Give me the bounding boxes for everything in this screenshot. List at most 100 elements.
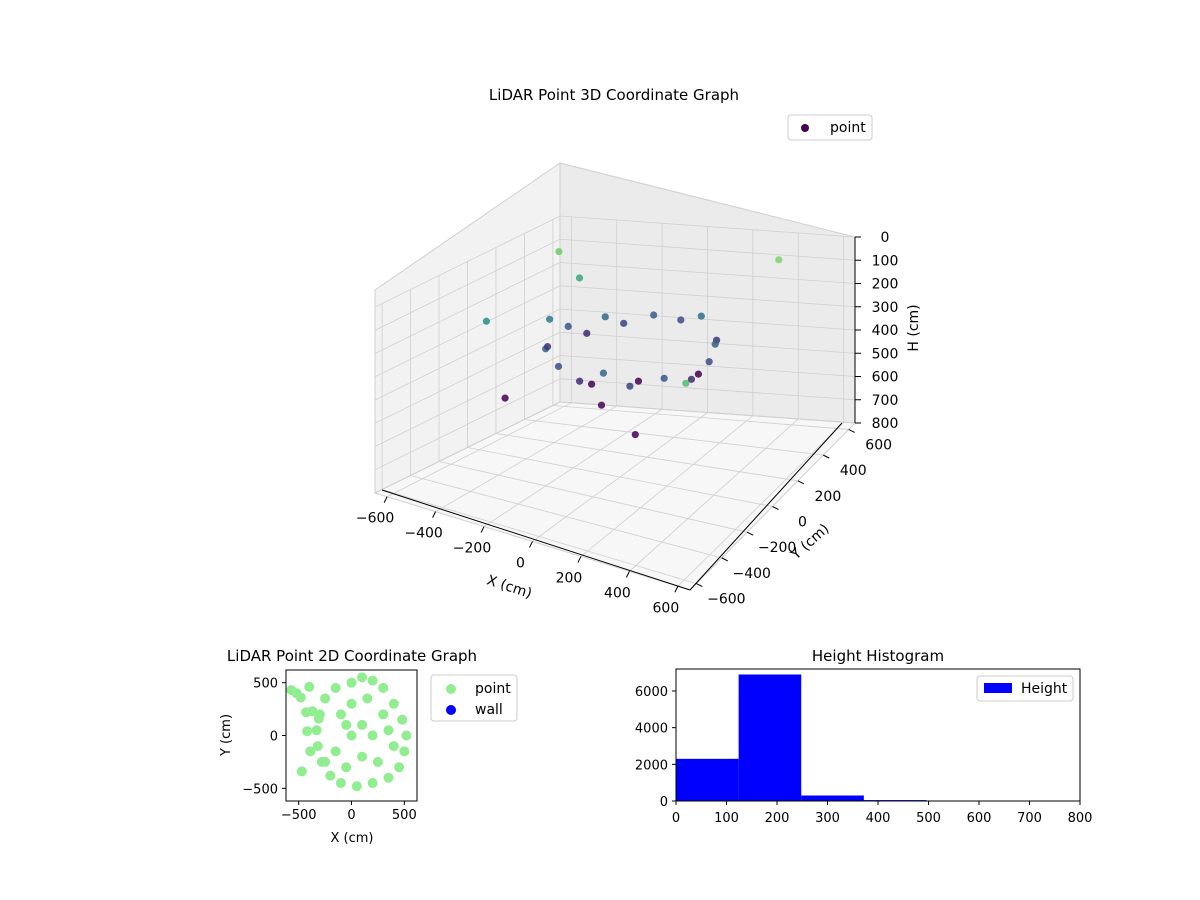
data-point-2d-point	[383, 725, 394, 736]
grid-z	[374, 331, 856, 424]
y-tick-label-2d: 500	[253, 677, 278, 692]
z-tick-label-3d: 800	[872, 416, 899, 432]
z-tick-label-3d: 600	[872, 370, 899, 386]
legend-2d-point-label: point	[475, 681, 511, 697]
x-tick-3d	[577, 556, 582, 563]
ticks-3d: −600−400−2000200400600−600−400−200020040…	[356, 230, 898, 616]
z-tick-label-3d: 0	[881, 230, 890, 246]
histogram-bar	[738, 674, 802, 801]
data-point-3d	[583, 329, 591, 337]
legend-3d-point-label: point	[830, 120, 866, 136]
y-tick-3d	[848, 428, 855, 433]
data-point-3d	[711, 340, 719, 348]
data-point-3d	[620, 319, 628, 327]
grid-z	[374, 238, 856, 331]
data-point-3d	[597, 401, 606, 409]
legend-hist-label: Height	[1021, 681, 1068, 697]
x-tick-label-3d: 200	[556, 570, 583, 586]
legend-2d: point wall	[430, 674, 518, 722]
data-point-3d	[626, 382, 634, 390]
data-point-3d	[631, 431, 639, 439]
data-point-3d	[543, 342, 552, 351]
y-tick-label-3d: 200	[815, 489, 842, 505]
z-axis-label-3d: H (cm)	[906, 304, 922, 351]
grid-y-floor	[410, 475, 722, 559]
data-point-2d-point	[378, 682, 389, 693]
y-tick-label-2d: 0	[270, 730, 278, 745]
grid-z	[374, 308, 856, 401]
x-axis-label-2d: X (cm)	[331, 831, 374, 846]
y-tick-3d	[746, 531, 754, 536]
z-tick-label-3d: 300	[872, 300, 899, 316]
grid-y-floor	[552, 405, 849, 430]
data-point-2d-point	[367, 778, 378, 789]
data-point-2d-point	[313, 713, 324, 724]
data-point-2d-point	[307, 706, 318, 717]
x-tick-3d	[432, 511, 437, 518]
y-tick-label-hist: 0	[660, 795, 668, 810]
grid-z	[374, 378, 856, 471]
data-point-3d	[660, 374, 668, 382]
data-point-2d-point	[330, 746, 341, 757]
data-point-2d-point	[351, 781, 362, 792]
x-tick-label-3d: 600	[653, 600, 680, 616]
x-tick-label-hist: 200	[765, 811, 790, 826]
data-point-2d-point	[357, 719, 368, 730]
data-point-2d-point	[388, 741, 399, 752]
x-tick-label-hist: 700	[1017, 811, 1042, 826]
data-point-2d-point	[346, 677, 357, 688]
legend-hist: Height	[976, 675, 1074, 702]
data-point-2d-point	[320, 693, 331, 704]
z-tick-label-3d: 200	[872, 277, 899, 293]
grid-y-floor	[524, 419, 824, 456]
data-point-3d	[694, 370, 703, 378]
legend-hist-box	[976, 675, 1074, 702]
data-point-2d-point	[397, 714, 408, 725]
z-tick-label-3d: 400	[872, 323, 899, 339]
legend-3d-box	[787, 114, 873, 141]
data-point-2d-point	[302, 726, 313, 737]
y-tick-3d	[797, 480, 805, 485]
data-point-2d-point	[362, 693, 373, 704]
chart-2d-title: LiDAR Point 2D Coordinate Graph	[227, 647, 477, 665]
data-point-2d-point	[311, 725, 322, 736]
y-tick-3d	[721, 557, 728, 562]
x-tick-label-2d: −500	[281, 808, 317, 823]
histogram-title: Height Histogram	[812, 647, 944, 665]
data-point-2d-point	[335, 778, 346, 789]
y-tick-label-3d: 400	[840, 463, 867, 479]
grid-z	[374, 262, 856, 354]
x-tick-label-3d: 400	[604, 585, 631, 601]
grid-y-floor	[467, 447, 773, 507]
x-tick-label-2d: 0	[347, 808, 355, 823]
data-point-2d-point	[367, 730, 378, 741]
data-point-3d	[576, 377, 584, 385]
z-tick-label-3d: 700	[872, 393, 899, 409]
data-point-3d	[705, 358, 713, 366]
data-point-2d-point	[296, 766, 307, 777]
x-axis-line	[381, 489, 691, 591]
data-point-2d-point	[388, 698, 399, 709]
data-point-2d-point	[367, 675, 378, 686]
grid-3d	[374, 215, 856, 587]
z-tick-label-3d: 100	[872, 253, 899, 269]
legend-2d-wall-marker	[446, 705, 456, 715]
y-tick-label-3d: −600	[707, 592, 745, 608]
data-point-2d-point	[341, 719, 352, 730]
legend-3d-point-marker	[801, 124, 809, 132]
ticks-2d: −500 0 500 500 0 −500	[242, 677, 416, 823]
x-tick-label-hist: 400	[866, 811, 891, 826]
x-tick-label-hist: 500	[916, 811, 941, 826]
legend-2d-wall-label: wall	[475, 702, 503, 718]
x-tick-3d	[625, 571, 630, 578]
legend-2d-point-marker	[446, 684, 456, 694]
data-point-2d-point	[335, 709, 346, 720]
grid-y-floor	[382, 489, 697, 584]
x-tick-label-hist: 100	[714, 811, 739, 826]
data-point-3d	[650, 311, 658, 319]
points-2d	[286, 672, 412, 792]
data-point-3d	[775, 256, 783, 264]
grid-z	[374, 215, 856, 308]
grid-y-floor	[438, 461, 748, 533]
